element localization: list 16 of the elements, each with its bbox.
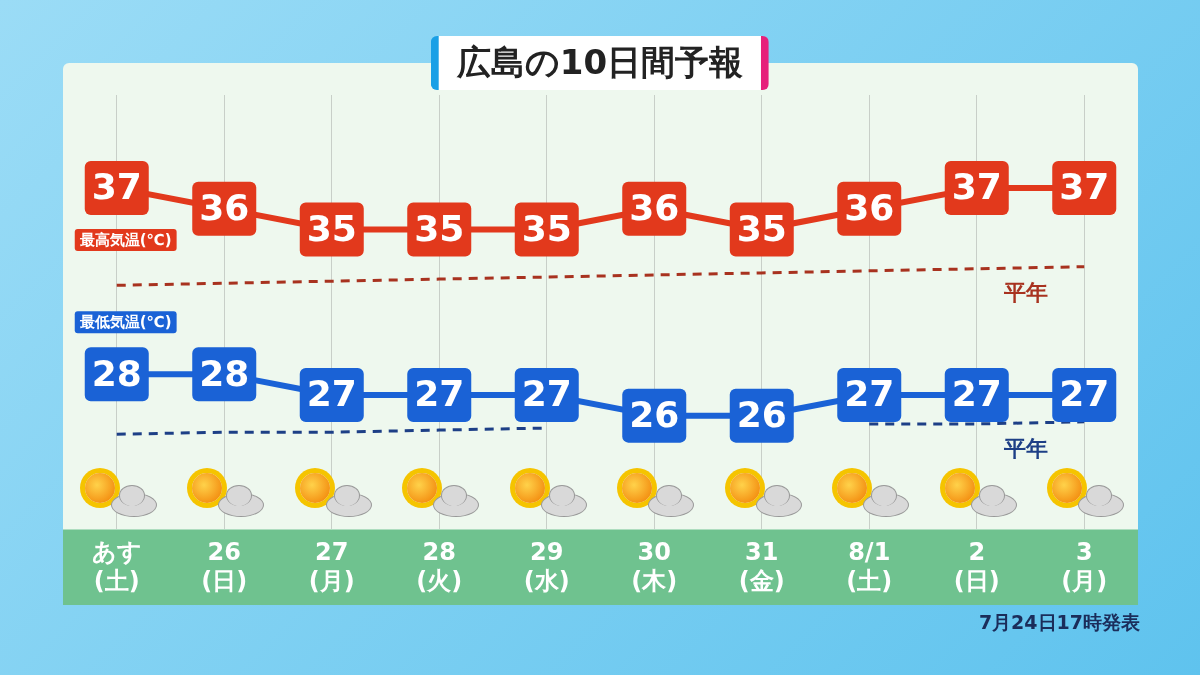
series-label: 平年 (1003, 435, 1049, 461)
series-label: 平年 (1003, 280, 1049, 306)
text: 最高気温(℃) (78, 230, 172, 249)
x-tick-label: 30(木) (631, 538, 678, 595)
text: 7月24日17時発表 (978, 610, 1140, 635)
x-tick-label: 26(日) (201, 538, 248, 595)
x-tick-label: 28(火) (416, 538, 463, 595)
x-tick-label: 31(金) (738, 538, 785, 595)
x-tick-label: あす(土) (91, 538, 142, 595)
x-tick-label: 3(月) (1061, 538, 1108, 595)
x-tick-label: 8/1(土) (846, 538, 893, 595)
x-tick-label: 29(水) (523, 538, 570, 595)
x-tick-label: 2(日) (953, 538, 1000, 595)
chart-title: 広島の10日間予報 (430, 36, 770, 90)
x-tick-label: 27(月) (308, 538, 355, 595)
text: 最低気温(℃) (78, 313, 172, 332)
